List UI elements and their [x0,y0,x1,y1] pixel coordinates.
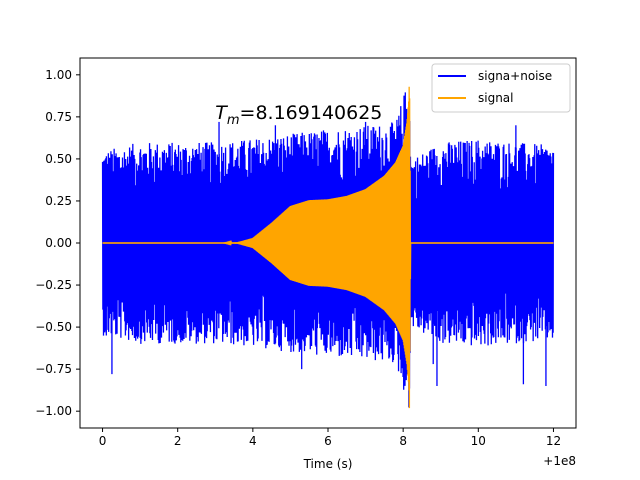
x-tick-label: 10 [471,434,486,448]
annotation-symbol: T [215,102,228,124]
y-tick-label: 0.75 [45,110,72,124]
axis-ticks: 0 2 4 6 8 10 12 1.00 0.75 0.50 0.25 0.00 −0.25 −0.50 −… [35,68,561,448]
annotation-value: =8.169140625 [240,102,383,124]
series-signa-noise-line [101,92,555,408]
x-tick-label: 4 [249,434,257,448]
y-tick-label: −1.00 [35,404,72,418]
y-tick-label: 0.50 [45,152,72,166]
legend-box [431,63,571,113]
x-tick-label: 2 [174,434,182,448]
y-tick-label: 1.00 [45,68,72,82]
legend-label-signa-noise: signa+noise [478,69,552,83]
plot-area [101,86,555,409]
y-tick-label: −0.25 [35,278,72,292]
x-tick-label: 6 [324,434,332,448]
tm-annotation: Tm=8.169140625 [215,102,382,128]
x-tick-label: 8 [399,434,407,448]
y-tick-label: 0.25 [45,194,72,208]
annotation-subscript: m [227,113,240,128]
x-axis-label: Time (s) [303,457,353,471]
x-tick-label: 12 [546,434,561,448]
y-tick-label: −0.50 [35,320,72,334]
y-tick-label: 0.00 [45,236,72,250]
legend: signa+noise signal [431,63,571,113]
x-axis-offset-label: +1e8 [543,454,576,468]
legend-label-signal: signal [478,91,514,105]
y-tick-label: −0.75 [35,362,72,376]
x-tick-label: 0 [99,434,107,448]
